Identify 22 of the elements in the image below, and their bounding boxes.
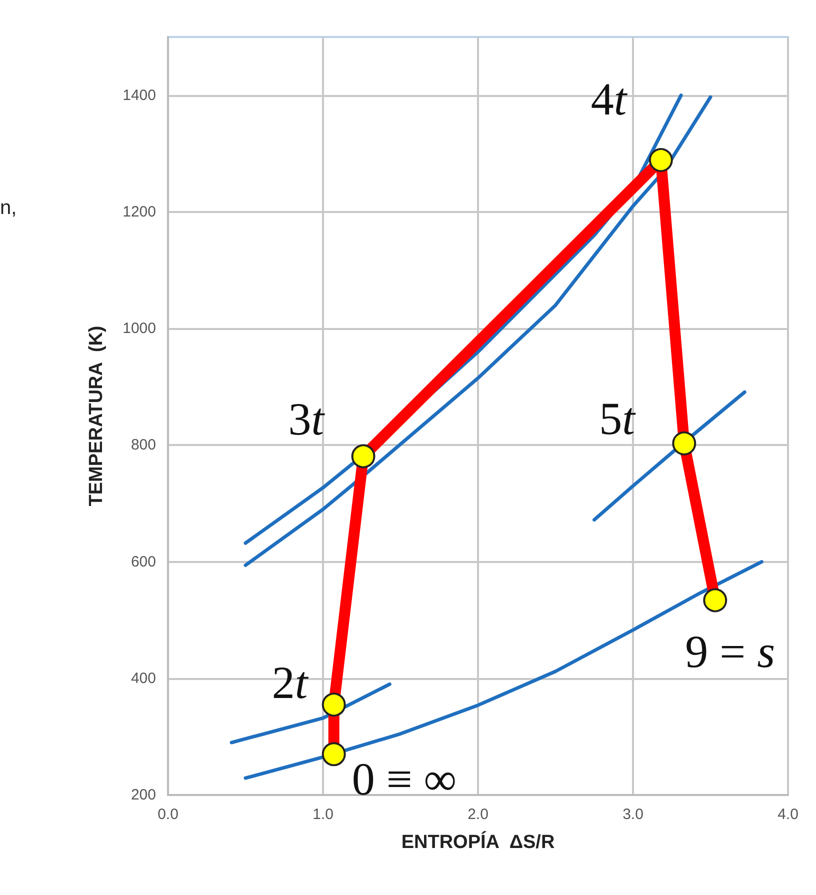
x-tick-label: 2.0 — [468, 806, 488, 823]
y-tick-label: 1400 — [122, 86, 156, 104]
x-tick-label: 4.0 — [778, 806, 798, 823]
text: n, — [0, 197, 17, 219]
y-tick-label: 400 — [130, 670, 156, 687]
y-axis-title: TEMPERATURA (K) — [86, 326, 107, 506]
y-tick-label: 1200 — [122, 203, 156, 220]
y-tick-label: 600 — [130, 553, 156, 570]
x-axis-title: ENTROPÍA ΔS/R — [401, 831, 555, 853]
y-tick-label: 1000 — [122, 320, 156, 338]
x-tick-label: 1.0 — [312, 806, 334, 823]
annotation: 3t — [288, 394, 326, 445]
y-tick-label: 800 — [130, 436, 156, 454]
annotation: 0 ≡ ∞ — [352, 754, 457, 805]
x-tick-label: 3.0 — [622, 806, 644, 823]
annotation: 4t — [590, 74, 628, 125]
annotation: 2t — [272, 657, 309, 708]
annotation: 5t — [599, 392, 636, 444]
y-tick-label: 200 — [130, 786, 156, 804]
annotation: 9 = s — [685, 626, 775, 677]
line-series — [592, 390, 746, 522]
x-tick-label: 0.0 — [158, 806, 178, 823]
